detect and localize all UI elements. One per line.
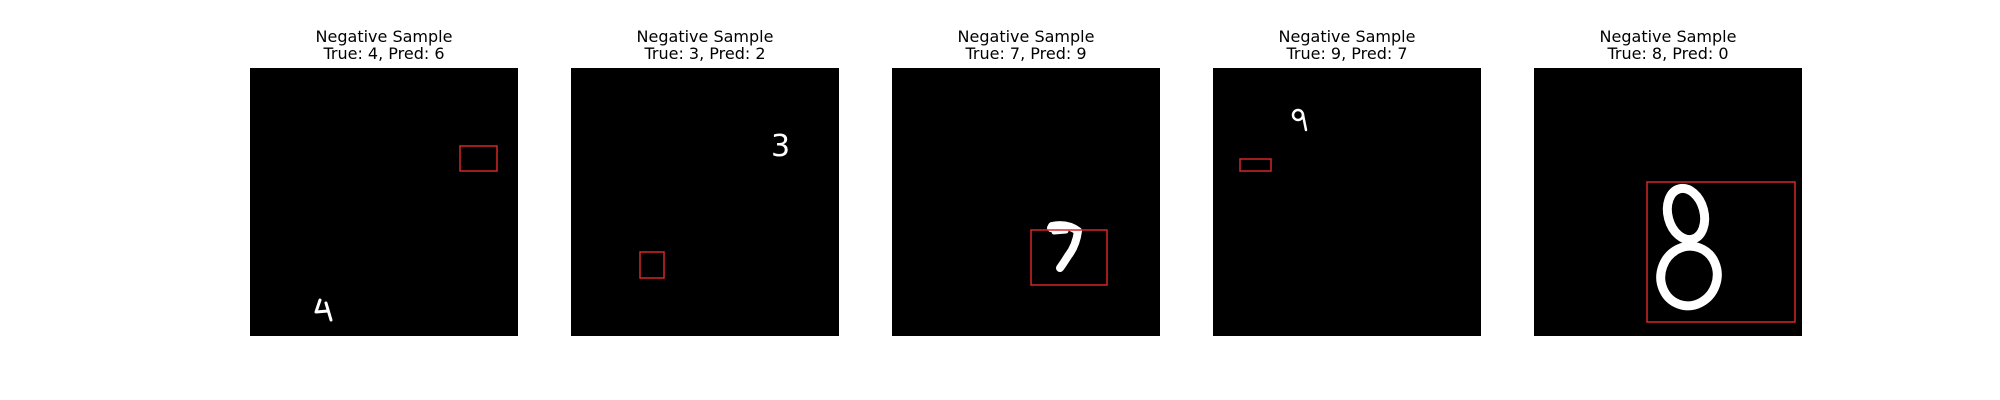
- digit-glyph: [1047, 221, 1082, 272]
- sample-title: Negative Sample: [636, 27, 774, 46]
- digit-glyph: [314, 298, 333, 322]
- panel-title: Negative Sample True: 9, Pred: 7: [1193, 28, 1501, 62]
- sample-subtitle: True: 7, Pred: 9: [965, 44, 1087, 63]
- digit-image: [250, 68, 518, 336]
- panel-title: Negative Sample True: 3, Pred: 2: [551, 28, 859, 62]
- sample-title: Negative Sample: [315, 27, 453, 46]
- bounding-box: [459, 145, 498, 172]
- digit-image: [1213, 68, 1481, 336]
- sample-panel: Negative Sample True: 9, Pred: 7: [1213, 0, 1481, 400]
- digit-image: [892, 68, 1160, 336]
- digit-glyph: [1301, 113, 1308, 132]
- sample-title: Negative Sample: [1278, 27, 1416, 46]
- bounding-box: [1239, 158, 1272, 172]
- sample-panel: Negative Sample True: 3, Pred: 2 3: [571, 0, 839, 400]
- panel-title: Negative Sample True: 7, Pred: 9: [872, 28, 1180, 62]
- sample-subtitle: True: 8, Pred: 0: [1607, 44, 1729, 63]
- digit-glyph: 3: [771, 129, 790, 164]
- digit-image: 3: [571, 68, 839, 336]
- sample-subtitle: True: 3, Pred: 2: [644, 44, 766, 63]
- sample-subtitle: True: 9, Pred: 7: [1286, 44, 1408, 63]
- bounding-box: [1646, 181, 1796, 323]
- panel-title: Negative Sample True: 4, Pred: 6: [230, 28, 538, 62]
- sample-title: Negative Sample: [1599, 27, 1737, 46]
- bounding-box: [639, 251, 665, 279]
- sample-panel: Negative Sample True: 7, Pred: 9: [892, 0, 1160, 400]
- sample-panel: Negative Sample True: 8, Pred: 0: [1534, 0, 1802, 400]
- sample-subtitle: True: 4, Pred: 6: [323, 44, 445, 63]
- bounding-box: [1030, 229, 1108, 286]
- panel-title: Negative Sample True: 8, Pred: 0: [1514, 28, 1822, 62]
- sample-panel: Negative Sample True: 4, Pred: 6: [250, 0, 518, 400]
- sample-title: Negative Sample: [957, 27, 1095, 46]
- digit-image: [1534, 68, 1802, 336]
- digit-glyph: [1662, 183, 1710, 245]
